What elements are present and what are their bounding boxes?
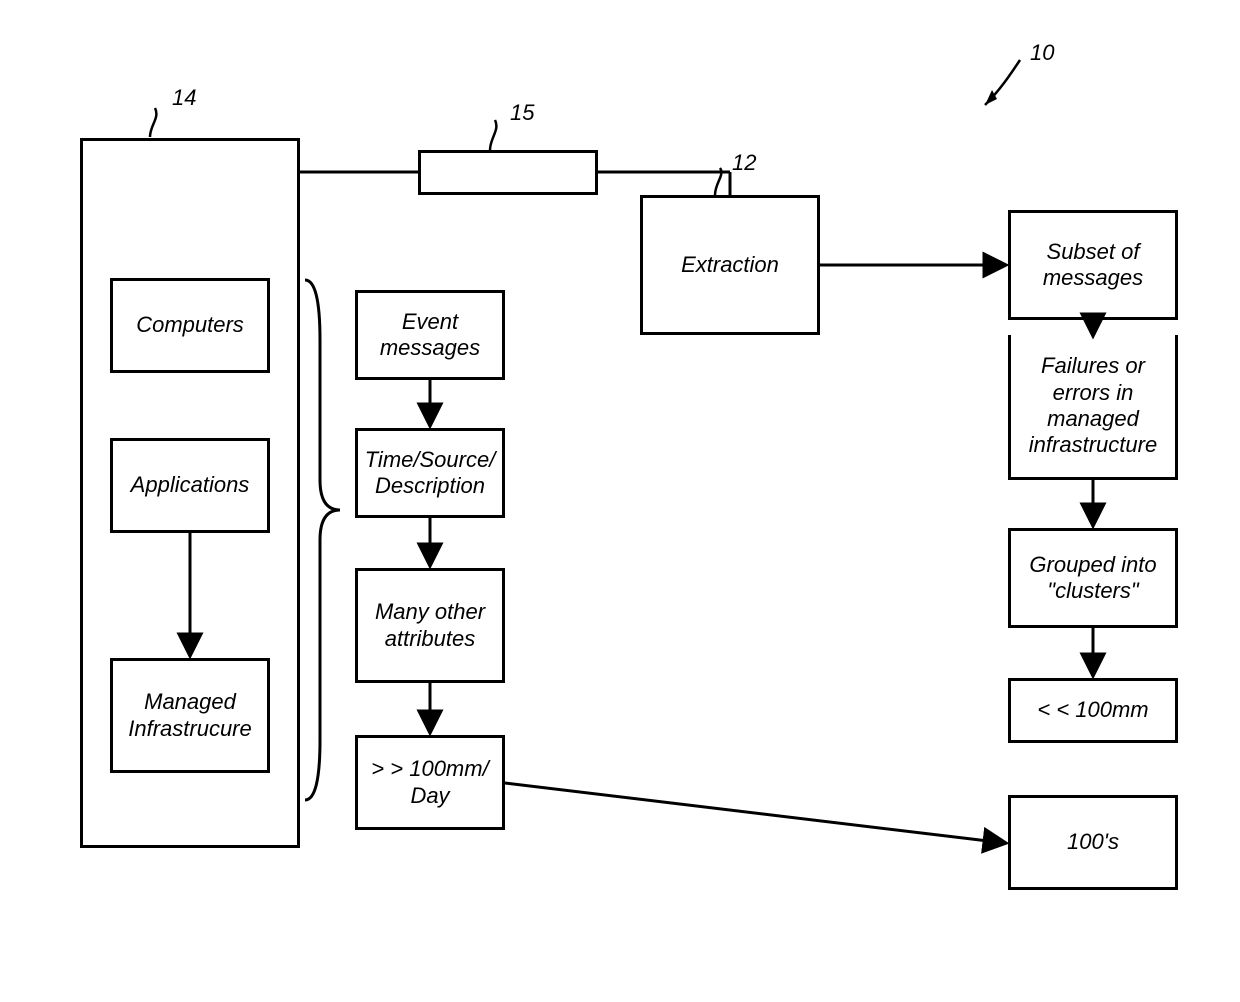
diagram-canvas: Computers Applications Managed Infrastru… [0,0,1240,1002]
ref-label-14: 14 [172,85,196,111]
node-label: Computers [136,312,244,338]
node-managed-infrastructure: Managed Infrastrucure [110,658,270,773]
node-hundreds: 100's [1008,795,1178,890]
node-grouped-clusters: Grouped into "clusters" [1008,528,1178,628]
node-label: Time/Source/ Description [362,447,498,500]
node-failures-errors: Failures or errors in managed infrastruc… [1008,335,1178,480]
node-label: Managed Infrastrucure [117,689,263,742]
ref-label-10: 10 [1030,40,1054,66]
ref-label-12: 12 [732,150,756,176]
node-time-source-description: Time/Source/ Description [355,428,505,518]
node-event-messages: Event messages [355,290,505,380]
node-label: Applications [131,472,250,498]
node-computers: Computers [110,278,270,373]
node-label: Many other attributes [362,599,498,652]
node-lt-100mm: < < 100mm [1008,678,1178,743]
node-label: Event messages [362,309,498,362]
node-label: 100's [1067,829,1119,855]
node-label: < < 100mm [1037,697,1148,723]
node-label: Extraction [681,252,779,278]
node-label: > > 100mm/ Day [362,756,498,809]
node-label: Failures or errors in managed infrastruc… [1015,353,1171,459]
node-many-attributes: Many other attributes [355,568,505,683]
node-applications: Applications [110,438,270,533]
ref-label-15: 15 [510,100,534,126]
node-box-15 [418,150,598,195]
node-extraction: Extraction [640,195,820,335]
node-label: Subset of messages [1015,239,1171,292]
node-rate-100mm-day: > > 100mm/ Day [355,735,505,830]
node-subset-messages: Subset of messages [1008,210,1178,320]
node-label: Grouped into "clusters" [1015,552,1171,605]
